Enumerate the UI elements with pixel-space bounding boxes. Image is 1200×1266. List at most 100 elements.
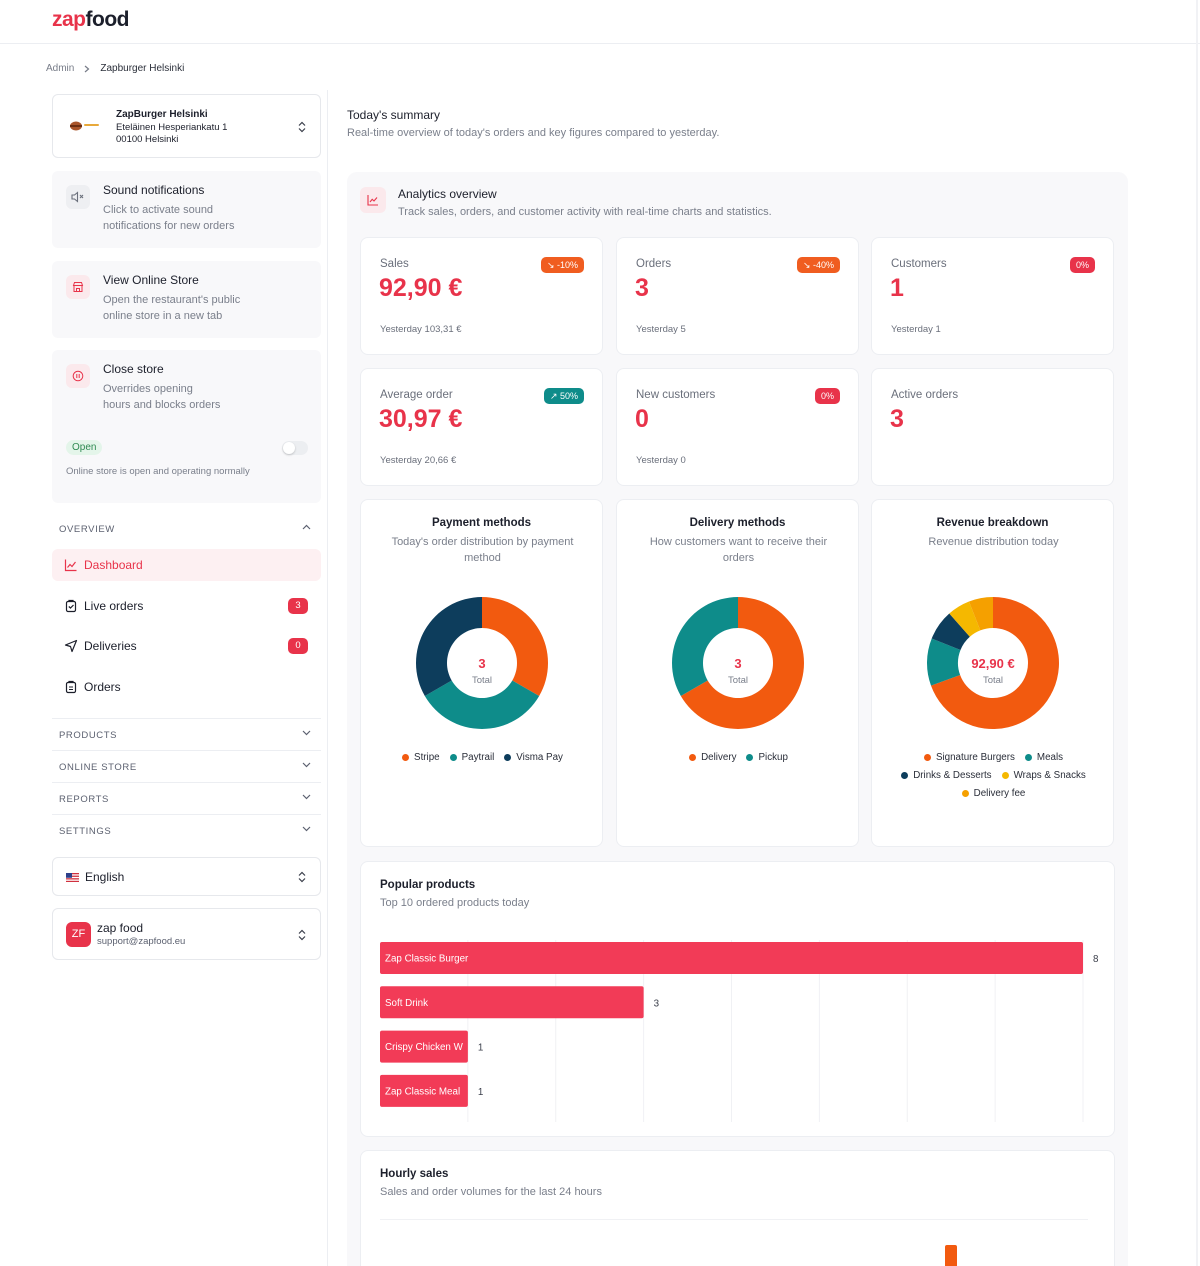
- kpi-label: Average order: [380, 389, 453, 401]
- legend-item-visma-pay[interactable]: Visma Pay: [504, 752, 563, 763]
- sidebar-item-orders[interactable]: Orders: [52, 671, 321, 703]
- chevron-down-icon: [302, 762, 311, 768]
- address-line-1: Eteläinen Hesperiankatu 1: [116, 122, 228, 133]
- kpi-card-average-order: Average order ↗ 50% 30,97 € Yesterday 20…: [360, 368, 603, 486]
- donut-center-value: 3: [478, 656, 485, 671]
- sound-notifications-title: Sound notifications: [103, 183, 205, 197]
- legend-item-delivery-fee[interactable]: Delivery fee: [961, 788, 1026, 799]
- restaurant-selector[interactable]: ZapBurger Helsinki Eteläinen Hesperianka…: [52, 94, 321, 158]
- chart-subtitle: Sales and order volumes for the last 24 …: [380, 1186, 602, 1198]
- legend-item-wraps-snacks[interactable]: Wraps & Snacks: [1001, 770, 1086, 781]
- donut-slice-visma-pay[interactable]: [416, 597, 482, 696]
- bar-crispy-chicken-wrap[interactable]: [380, 1030, 468, 1063]
- bar-soft-drink[interactable]: [380, 986, 644, 1019]
- close-store-card: Close store Overrides opening hours and …: [52, 350, 321, 503]
- donut-slice-delivery[interactable]: [680, 597, 804, 729]
- page-subtitle: Real-time overview of today's orders and…: [347, 127, 720, 139]
- donut-hole: [958, 628, 1028, 698]
- account-email: support@zapfood.eu: [97, 936, 186, 947]
- bar-category-label: Crispy Chicken W: [385, 1042, 464, 1053]
- legend-swatch: [1024, 754, 1032, 761]
- nav-section-online-store[interactable]: ONLINE STORE: [52, 750, 321, 782]
- account-name: zap food: [97, 921, 144, 935]
- chevron-down-icon: [302, 730, 311, 736]
- chart-subtitle: Revenue distribution today: [928, 536, 1059, 548]
- chart-subtitle: Top 10 ordered products today: [380, 897, 530, 909]
- sidebar-divider: [327, 90, 328, 1266]
- sidebar-item-dashboard[interactable]: Dashboard: [52, 549, 321, 581]
- nav-section-overview[interactable]: OVERVIEW: [52, 513, 321, 545]
- kpi-yesterday: Yesterday 103,31 €: [380, 324, 462, 335]
- kpi-label: Orders: [636, 258, 672, 270]
- sidebar-item-live-orders[interactable]: Live orders 3: [52, 590, 321, 622]
- page-scrollbar[interactable]: [1196, 0, 1198, 1266]
- donut-slice-signature-burgers[interactable]: [931, 597, 1059, 729]
- hourly-sales-card: Hourly sales Sales and order volumes for…: [360, 1150, 1115, 1266]
- top-bar: zapfood: [0, 0, 1200, 44]
- store-open-badge: Open: [66, 440, 103, 455]
- breadcrumb-root[interactable]: Admin: [46, 63, 75, 74]
- bar-zap-classic-burger[interactable]: [380, 942, 1083, 974]
- clipboard-list-icon: [65, 680, 77, 694]
- speaker-muted-icon: [66, 185, 90, 209]
- legend-label: Meals: [1036, 752, 1064, 763]
- account-selector[interactable]: ZF zap food support@zapfood.eu: [52, 908, 321, 960]
- legend-item-signature-burgers[interactable]: Signature Burgers: [923, 752, 1015, 763]
- nav-section-reports[interactable]: REPORTS: [52, 782, 321, 814]
- legend-item-pickup[interactable]: Pickup: [746, 752, 788, 763]
- online-store-desc-line-2: online store in a new tab: [103, 310, 223, 322]
- kpi-card-orders: Orders ↘ -40% 3 Yesterday 5: [616, 237, 859, 355]
- online-store-desc-line-1: Open the restaurant's public: [103, 294, 241, 306]
- navigation-arrow-icon: [64, 639, 78, 653]
- nav-section-label: SETTINGS: [59, 826, 112, 837]
- chevron-down-icon: [302, 826, 311, 832]
- chevron-up-icon: [302, 524, 311, 530]
- legend-item-meals[interactable]: Meals: [1024, 752, 1064, 763]
- kpi-yesterday: Yesterday 1: [891, 324, 941, 335]
- legend-label: Wraps & Snacks: [1013, 770, 1086, 781]
- donut-slice-wraps-snacks[interactable]: [949, 601, 981, 637]
- sidebar-item-deliveries[interactable]: Deliveries 0: [52, 630, 321, 662]
- kpi-yesterday: Yesterday 20,66 €: [380, 455, 457, 466]
- brand-logo[interactable]: zapfood: [52, 8, 130, 32]
- trend-up-icon: ↗: [549, 391, 560, 401]
- language-selector[interactable]: English: [52, 857, 321, 896]
- legend-item-paytrail[interactable]: Paytrail: [449, 752, 495, 763]
- donut-slice-stripe[interactable]: [482, 597, 548, 696]
- view-online-store-card[interactable]: View Online Store Open the restaurant's …: [52, 261, 321, 338]
- bar-category-label: Zap Classic Burger: [385, 954, 469, 965]
- nav-section-products[interactable]: PRODUCTS: [52, 718, 321, 750]
- legend-label: Delivery fee: [973, 788, 1026, 799]
- donut-slice-paytrail[interactable]: [424, 680, 540, 730]
- restaurant-name: ZapBurger Helsinki: [116, 109, 208, 120]
- close-store-desc-line-2: hours and blocks orders: [103, 399, 221, 411]
- legend-swatch: [923, 754, 931, 761]
- legend-item-delivery[interactable]: Delivery: [689, 752, 736, 763]
- donut-center-value: 92,90 €: [971, 656, 1014, 671]
- kpi-value: 3: [635, 274, 649, 302]
- logo-text-food: food: [85, 8, 130, 31]
- legend-swatch: [504, 754, 512, 761]
- kpi-card-sales: Sales ↘ -10% 92,90 € Yesterday 103,31 €: [360, 237, 603, 355]
- legend-item-drinks-desserts[interactable]: Drinks & Desserts: [901, 770, 992, 781]
- analytics-subtitle: Track sales, orders, and customer activi…: [398, 206, 772, 218]
- legend-item-stripe[interactable]: Stripe: [402, 752, 440, 763]
- donut-slice-delivery-fee[interactable]: [969, 597, 993, 631]
- kpi-change-value: 50%: [559, 391, 578, 401]
- bar-zap-classic-meal[interactable]: [380, 1074, 468, 1107]
- analytics-title: Analytics overview: [398, 187, 497, 201]
- close-store-toggle[interactable]: [282, 441, 308, 455]
- donut-slice-meals[interactable]: [927, 638, 961, 686]
- donut-slice-drinks-desserts[interactable]: [931, 613, 970, 651]
- nav-section-settings[interactable]: SETTINGS: [52, 814, 321, 846]
- sound-notifications-card[interactable]: Sound notifications Click to activate so…: [52, 171, 321, 248]
- logo-text-zap: zap: [52, 8, 86, 31]
- legend-label: Paytrail: [461, 752, 495, 763]
- kpi-label: New customers: [636, 389, 716, 401]
- legend-label: Signature Burgers: [935, 752, 1015, 763]
- chevron-up-down-icon: [298, 121, 306, 133]
- donut-slice-pickup[interactable]: [672, 597, 738, 696]
- view-online-store-title: View Online Store: [103, 273, 199, 287]
- pause-icon: [66, 364, 90, 388]
- chart-title: Hourly sales: [380, 1168, 449, 1180]
